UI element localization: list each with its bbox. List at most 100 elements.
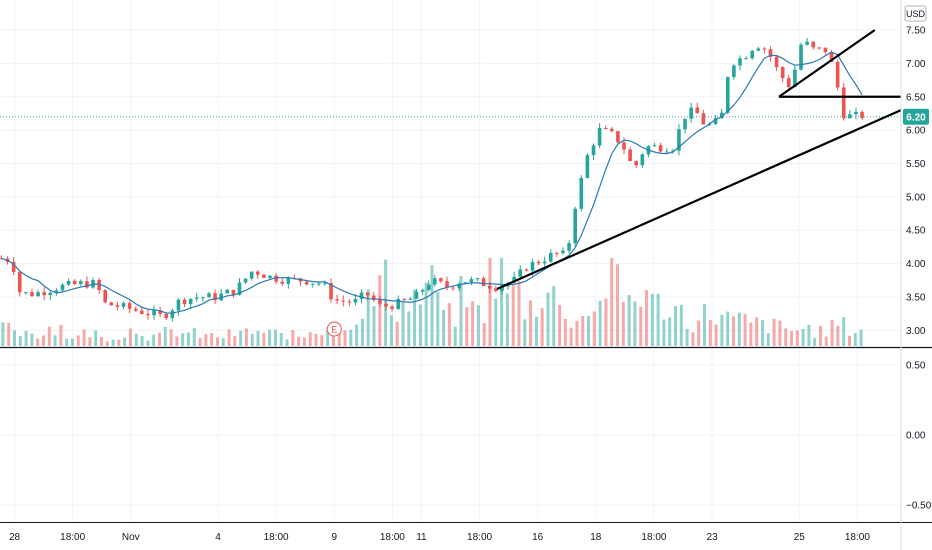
candle-body — [140, 310, 144, 314]
candle-body — [219, 293, 223, 301]
candle-body — [494, 288, 498, 292]
volume-bar — [192, 328, 196, 346]
volume-bar — [801, 329, 805, 346]
volume-bar — [256, 330, 260, 346]
time-axis[interactable]: 28 18:00 Nov 4 18:00 9 18:00 11 18:00 16 18 18:00 23… — [9, 532, 870, 543]
candle-body — [170, 310, 175, 319]
osc-tick-label: −0.50 — [906, 501, 932, 512]
candle-body — [860, 111, 864, 119]
time-tick-label: 11 — [416, 532, 427, 543]
volume-bar — [645, 290, 649, 346]
time-tick-label: 18:00 — [380, 532, 405, 543]
volume-bar — [755, 317, 759, 346]
candle-body — [207, 293, 211, 298]
candle-body — [72, 280, 77, 285]
candle-body — [555, 252, 559, 254]
volume-bar — [140, 335, 144, 346]
candle-body — [817, 47, 822, 49]
candle-body — [695, 107, 700, 114]
candle-body — [249, 271, 254, 279]
candle-body — [591, 145, 596, 156]
candle-body — [469, 279, 474, 283]
volume-bar — [691, 332, 695, 346]
time-tick-label: 18:00 — [845, 532, 870, 543]
volume-bar — [853, 333, 857, 346]
volume-bar — [268, 329, 272, 346]
earnings-marker[interactable]: E — [326, 321, 342, 337]
volume-bar — [366, 289, 370, 346]
volume-bar — [552, 286, 556, 346]
candle-body — [48, 292, 53, 296]
candle-body — [536, 261, 541, 264]
volume-bar — [53, 335, 57, 346]
volume-bar — [540, 308, 544, 346]
candle-body — [127, 303, 132, 309]
currency-badge[interactable]: USD — [904, 5, 927, 22]
volume-bar — [291, 330, 295, 346]
volume-bar — [847, 335, 851, 346]
trendline — [496, 109, 902, 290]
volume-bar — [442, 309, 446, 346]
volume-bar — [621, 301, 625, 346]
volume-bar — [262, 332, 266, 346]
oscillator-pane: 0.50 0.00 −0.50 — [906, 360, 932, 511]
volume-bar — [59, 324, 63, 346]
candle-body — [24, 292, 28, 294]
osc-tick-label: 0.50 — [906, 360, 926, 371]
volume-bar — [465, 307, 469, 346]
volume-bar — [320, 335, 324, 346]
volume-bar — [395, 321, 399, 346]
volume-bar — [732, 316, 736, 346]
volume-bar — [175, 336, 179, 346]
candle-body — [542, 261, 547, 264]
volume-bar — [273, 329, 277, 346]
candle-body — [115, 305, 120, 307]
volume-bar — [30, 333, 34, 346]
candle-body — [713, 118, 718, 125]
candle-body — [231, 289, 236, 295]
candle-body — [164, 313, 169, 319]
volume-bar — [215, 337, 219, 346]
price-axis[interactable]: 7.50 7.00 6.50 6.00 5.50 5.00 4.50 4.00 3.50 3.00 — [906, 26, 926, 337]
volume-bar — [482, 323, 486, 346]
candle-body — [97, 280, 101, 290]
price-tick-label: 7.00 — [906, 59, 926, 70]
candle-body — [597, 128, 602, 146]
volume-bar — [511, 283, 515, 346]
candle-body — [854, 111, 858, 115]
candle-body — [475, 278, 480, 280]
volume-bar — [604, 298, 608, 346]
volume-bar — [337, 323, 341, 346]
volume-bar — [842, 317, 846, 346]
candle-body — [310, 283, 315, 285]
candle-body — [561, 250, 565, 254]
candle-body — [188, 298, 193, 305]
candle-body — [60, 284, 65, 291]
candle-body — [36, 292, 40, 297]
candle-body — [152, 310, 156, 316]
volume-bar — [476, 305, 480, 346]
volume-bar — [65, 338, 69, 346]
candle-body — [622, 142, 626, 150]
candle-body — [719, 112, 724, 119]
candle-body — [664, 151, 669, 153]
volume-bar — [714, 324, 718, 346]
candle-body — [103, 289, 108, 303]
candle-body — [616, 131, 620, 143]
price-tick-label: 7.50 — [906, 26, 926, 37]
candle-body — [433, 278, 437, 285]
candle-body — [579, 177, 584, 209]
time-tick-label: 28 — [9, 532, 21, 543]
volume-bar — [830, 320, 834, 346]
volume-bar — [111, 339, 115, 346]
candle-body — [353, 298, 358, 303]
volume-bar — [372, 306, 376, 346]
candle-body — [323, 283, 327, 285]
volume-bar — [413, 289, 417, 346]
volume-bar — [813, 337, 817, 346]
volume-bar — [558, 304, 562, 346]
trendlines[interactable] — [496, 29, 902, 290]
volume-bar — [349, 329, 353, 346]
volume-bar — [18, 335, 22, 346]
